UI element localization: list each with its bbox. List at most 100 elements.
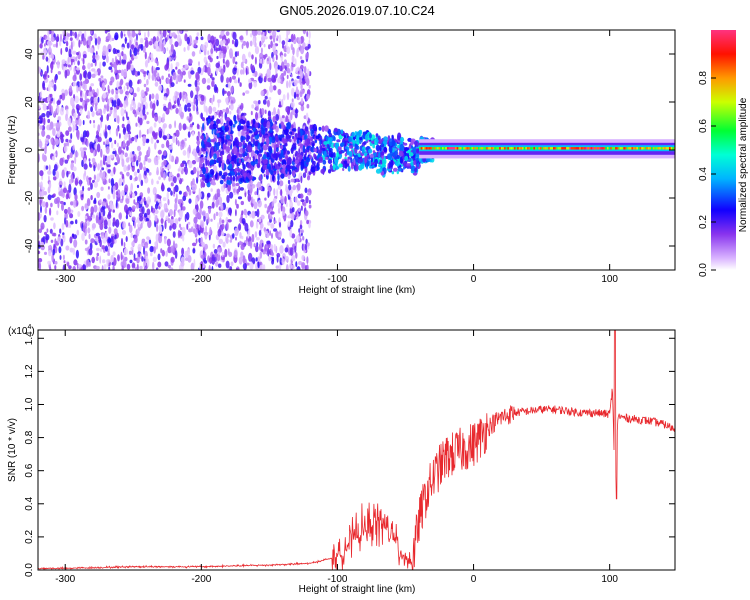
heat-cell	[280, 173, 285, 179]
heat-cell	[352, 140, 357, 144]
heat-cell	[110, 170, 114, 177]
heat-cell	[156, 170, 159, 176]
heat-cell	[281, 258, 285, 265]
heat-cell	[125, 111, 128, 119]
heat-cell	[293, 34, 296, 40]
heat-cell	[150, 136, 154, 144]
heat-cell	[266, 152, 270, 158]
heat-cell	[140, 37, 144, 44]
heat-cell	[67, 117, 72, 127]
heat-cell	[115, 127, 119, 137]
heat-cell	[213, 249, 218, 254]
heat-cell	[288, 165, 293, 169]
heat-cell	[63, 181, 66, 188]
heat-cell	[93, 124, 96, 129]
heat-cell	[579, 147, 582, 150]
heat-cell	[65, 113, 68, 122]
heat-cell	[211, 265, 214, 270]
heat-cell	[44, 70, 48, 78]
heat-cell	[87, 47, 91, 53]
heat-cell	[166, 34, 169, 41]
heat-cell	[185, 212, 190, 221]
heat-cell	[205, 213, 209, 218]
heat-cell	[181, 247, 185, 256]
heat-cell	[136, 33, 138, 41]
heat-cell	[127, 30, 131, 37]
heat-cell	[233, 146, 238, 155]
heat-cell	[70, 133, 73, 140]
heat-cell	[242, 125, 247, 132]
heat-cell	[248, 252, 253, 262]
heat-cell	[208, 206, 212, 214]
heat-cell	[383, 146, 388, 153]
heat-cell	[219, 239, 222, 245]
heat-cell	[291, 254, 296, 262]
x-tick-label: -100	[327, 274, 347, 285]
heat-cell	[321, 125, 325, 132]
heat-cell	[396, 170, 399, 175]
heat-cell	[305, 195, 309, 204]
heat-cell	[169, 209, 173, 216]
heat-cell	[669, 147, 671, 150]
heat-cell	[105, 55, 109, 63]
heat-cell	[110, 69, 113, 73]
heat-cell	[312, 123, 318, 132]
heat-cell	[192, 166, 197, 174]
heat-cell	[79, 190, 84, 195]
heat-cell	[195, 36, 199, 41]
spectrogram-xlabel: Height of straight line (km)	[299, 285, 416, 296]
heat-cell	[623, 147, 626, 150]
heat-cell	[175, 107, 179, 114]
heat-cell	[220, 202, 224, 210]
heat-cell	[225, 146, 231, 153]
heat-cell	[213, 84, 218, 93]
y-tick-label: 1.0	[24, 397, 35, 411]
heat-cell	[142, 45, 146, 53]
heat-cell	[300, 83, 303, 91]
heat-cell	[487, 147, 490, 150]
heat-cell	[90, 238, 95, 244]
heat-cell	[100, 75, 104, 79]
heat-cell	[319, 149, 322, 155]
heat-cell	[292, 128, 297, 132]
heat-cell	[189, 112, 192, 117]
heat-cell	[231, 39, 235, 45]
heat-cell	[222, 58, 225, 64]
heat-cell	[67, 206, 71, 215]
heat-cell	[171, 32, 176, 37]
heat-cell	[65, 60, 68, 64]
heat-cell	[269, 216, 273, 220]
heat-cell	[154, 142, 157, 150]
heat-cell	[269, 35, 273, 40]
heat-cell	[168, 145, 173, 150]
heat-cell	[39, 241, 45, 247]
heat-cell	[123, 33, 126, 37]
heat-cell	[109, 154, 114, 159]
heat-cell	[191, 160, 197, 165]
heat-cell	[234, 38, 239, 48]
heat-cell	[275, 147, 279, 153]
heat-cell	[270, 173, 273, 183]
heat-cell	[262, 99, 267, 105]
heat-cell	[350, 162, 354, 170]
heat-cell	[103, 154, 105, 163]
heat-cell	[233, 79, 238, 84]
heat-cell	[169, 36, 173, 46]
heat-cell	[286, 202, 288, 208]
heat-cell	[285, 37, 290, 41]
heat-cell	[120, 107, 125, 117]
heat-cell	[309, 155, 313, 160]
heat-cell	[65, 40, 69, 47]
heat-cell	[610, 147, 613, 150]
heat-cell	[375, 133, 379, 138]
heat-cell	[194, 151, 197, 158]
heat-cell	[283, 71, 287, 76]
heat-cell	[665, 147, 668, 150]
heat-cell	[139, 117, 143, 126]
heat-cell	[419, 147, 422, 150]
heat-cell	[182, 235, 185, 242]
heat-cell	[176, 173, 180, 178]
heat-cell	[265, 137, 270, 145]
heat-cell	[290, 33, 294, 43]
heat-cell	[175, 137, 178, 146]
